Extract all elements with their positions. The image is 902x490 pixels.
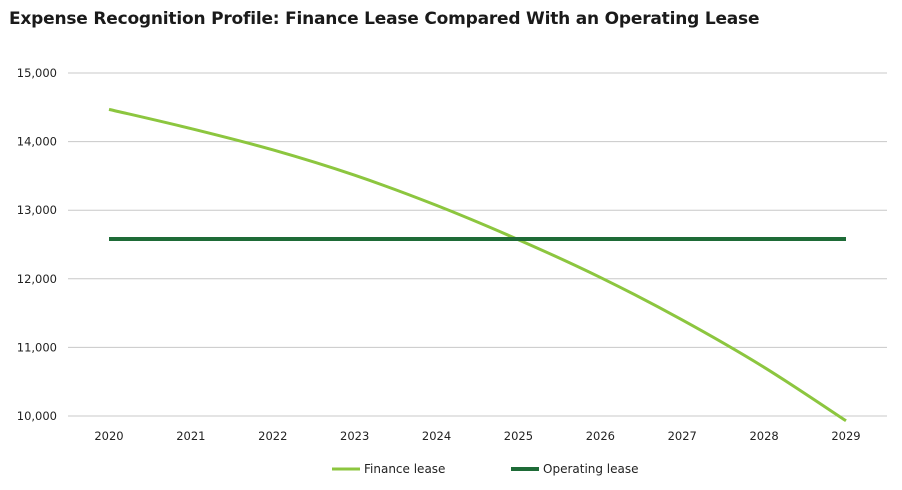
y-tick-label: 11,000 <box>17 340 57 354</box>
y-axis-ticks: 10,000 11,000 12,000 13,000 14,000 15,000 <box>17 66 57 423</box>
y-tick-label: 14,000 <box>17 135 57 149</box>
gridlines <box>68 72 887 417</box>
legend: Finance lease Operating lease <box>332 462 639 476</box>
y-tick-label: 13,000 <box>17 203 57 217</box>
series-lines <box>108 107 847 423</box>
x-axis-ticks: 2020 2021 2022 2023 2024 2025 2026 2027 2028 2029 <box>94 429 860 443</box>
x-tick-label: 2022 <box>258 429 287 443</box>
y-tick-label: 12,000 <box>17 272 57 286</box>
y-tick-label: 15,000 <box>17 66 57 80</box>
x-tick-label: 2023 <box>340 429 369 443</box>
x-tick-label: 2028 <box>749 429 778 443</box>
legend-label-operating-lease: Operating lease <box>543 462 639 476</box>
x-tick-label: 2025 <box>504 429 533 443</box>
x-tick-label: 2020 <box>94 429 123 443</box>
legend-label-finance-lease: Finance lease <box>364 462 445 476</box>
x-tick-label: 2024 <box>422 429 451 443</box>
series-line-finance-lease <box>108 107 847 423</box>
chart-title: Expense Recognition Profile: Finance Lea… <box>9 9 760 29</box>
y-tick-label: 10,000 <box>17 409 57 423</box>
x-tick-label: 2026 <box>586 429 615 443</box>
x-tick-label: 2021 <box>176 429 205 443</box>
x-tick-label: 2027 <box>668 429 697 443</box>
x-tick-label: 2029 <box>831 429 860 443</box>
